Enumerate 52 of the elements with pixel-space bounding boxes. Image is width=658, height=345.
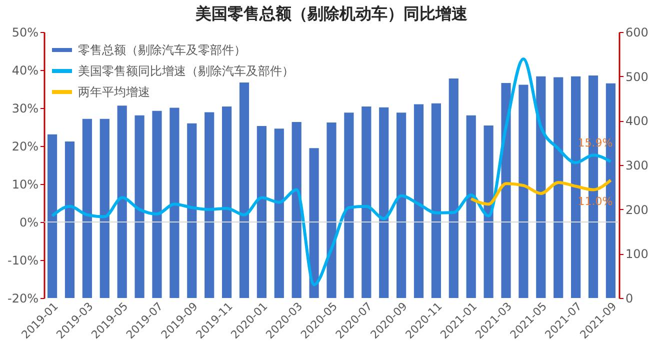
bar [501, 82, 511, 298]
y-tick-label: 20% [12, 140, 38, 154]
bar [466, 115, 476, 298]
bar [431, 103, 442, 298]
y-tick-label: -10% [7, 254, 38, 268]
y2-tick-label: 100 [626, 247, 648, 262]
y2-tick-label: 400 [626, 114, 648, 128]
bar [222, 106, 232, 298]
chart-title: 美国零售总额（剔除机动车）同比增速 [194, 4, 468, 23]
y2-tick-label: 0 [626, 292, 634, 306]
y2-tick-label: 200 [626, 202, 648, 217]
legend-label: 零售总额（剔除汽车及零部件） [78, 43, 246, 57]
bar [100, 118, 110, 298]
y-tick-label: -20% [7, 292, 38, 306]
y2-tick-label: 600 [626, 26, 648, 40]
bar [82, 118, 92, 298]
bar [518, 84, 528, 298]
bar [239, 82, 250, 298]
y-tick-label: 50% [12, 26, 38, 40]
legend-label: 两年平均增速 [78, 85, 150, 99]
bar [204, 112, 214, 298]
bar [326, 122, 336, 298]
y-tick-label: 10% [12, 178, 38, 192]
bar [414, 104, 424, 298]
bar [47, 134, 58, 298]
y2-tick-label: 500 [626, 70, 648, 84]
y-tick-label: 30% [12, 102, 38, 116]
bar [344, 112, 354, 298]
bar [187, 123, 197, 298]
bar [554, 77, 564, 298]
legend-label: 美国零售额同比增速（剔除汽车及部件） [78, 64, 294, 78]
y-tick-label: 0% [19, 216, 38, 230]
line-series [470, 178, 612, 206]
bar [396, 112, 406, 298]
bar [64, 142, 75, 298]
bar [134, 115, 144, 298]
bar [362, 106, 372, 298]
bar [536, 76, 546, 298]
bar [152, 110, 162, 298]
bar [170, 108, 180, 298]
bar [274, 128, 284, 298]
bar [309, 148, 319, 298]
bar [256, 126, 266, 298]
bar [117, 106, 127, 298]
bar [379, 107, 389, 298]
bar [484, 126, 494, 298]
bar [448, 78, 458, 298]
y2-tick-label: 300 [626, 158, 648, 172]
bar [571, 76, 581, 298]
line-series [50, 57, 612, 286]
y-tick-label: 40% [12, 64, 38, 78]
bar [292, 122, 302, 298]
